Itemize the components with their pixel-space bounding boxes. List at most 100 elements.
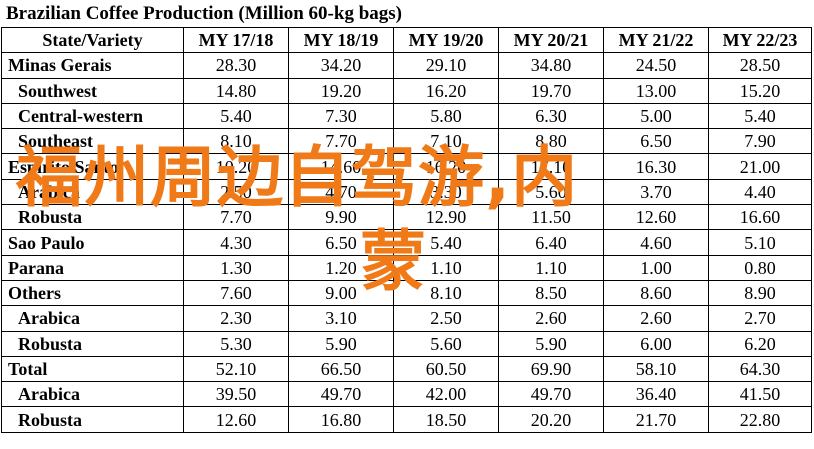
value-cell: 8.50: [498, 279, 604, 307]
value-cell: 19.70: [498, 77, 604, 104]
value-cell: 6.30: [498, 102, 604, 130]
row-label: Southeast: [1, 128, 184, 155]
table-row: Robusta 7.70 9.90 12.90 11.50 12.60 16.60: [1, 204, 812, 231]
table-row: Robusta 5.30 5.90 5.60 5.90 6.00 6.20: [1, 330, 812, 357]
value-cell: 24.50: [603, 52, 709, 79]
value-cell: 5.40: [183, 102, 289, 130]
value-cell: 16.20: [393, 153, 499, 180]
value-cell: 16.60: [708, 204, 812, 231]
value-cell: 15.20: [708, 77, 812, 104]
row-label: Arabica: [1, 381, 184, 408]
value-cell: 22.80: [708, 406, 812, 433]
coffee-production-table: State/Variety MY 17/18 MY 18/19 MY 19/20…: [1, 26, 812, 433]
value-cell: 21.00: [708, 153, 812, 180]
value-cell: 8.80: [498, 128, 604, 155]
column-header-state: State/Variety: [1, 26, 184, 54]
value-cell: 4.60: [603, 229, 709, 256]
value-cell: 5.90: [498, 330, 604, 357]
value-cell: 7.70: [183, 204, 289, 231]
value-cell: 52.10: [183, 355, 289, 383]
value-cell: 3.70: [603, 178, 709, 206]
value-cell: 5.60: [498, 178, 604, 206]
value-cell: 8.10: [183, 128, 289, 155]
value-cell: 7.60: [183, 279, 289, 307]
value-cell: 18.50: [393, 406, 499, 433]
value-cell: 4.70: [288, 178, 394, 206]
value-cell: 2.70: [708, 305, 812, 332]
column-header-my-20-21: MY 20/21: [498, 26, 604, 54]
value-cell: 64.30: [708, 355, 812, 383]
value-cell: 14.60: [288, 153, 394, 180]
value-cell: 5.80: [393, 102, 499, 130]
row-label: Sao Paulo: [1, 229, 184, 256]
value-cell: 1.20: [288, 254, 394, 281]
value-cell: 16.30: [603, 153, 709, 180]
column-header-my-18-19: MY 18/19: [288, 26, 394, 54]
value-cell: 34.80: [498, 52, 604, 79]
table-row: Parana 1.30 1.20 1.10 1.10 1.00 0.80: [1, 254, 812, 281]
value-cell: 8.90: [708, 279, 812, 307]
value-cell: 19.20: [288, 77, 394, 104]
value-cell: 8.10: [393, 279, 499, 307]
value-cell: 28.50: [708, 52, 812, 79]
value-cell: 39.50: [183, 381, 289, 408]
value-cell: 9.90: [288, 204, 394, 231]
table-row: Arabica 2.30 3.10 2.50 2.60 2.60 2.70: [1, 305, 812, 332]
value-cell: 7.30: [288, 102, 394, 130]
value-cell: 2.50: [393, 305, 499, 332]
table-row: Arabica 39.50 49.70 42.00 49.70 36.40 41.50: [1, 381, 812, 408]
value-cell: 2.30: [183, 305, 289, 332]
value-cell: 16.80: [288, 406, 394, 433]
value-cell: 69.90: [498, 355, 604, 383]
value-cell: 60.50: [393, 355, 499, 383]
value-cell: 5.10: [708, 229, 812, 256]
value-cell: 1.30: [183, 254, 289, 281]
value-cell: 5.30: [183, 330, 289, 357]
value-cell: 6.20: [708, 330, 812, 357]
value-cell: 6.50: [288, 229, 394, 256]
header-row: State/Variety MY 17/18 MY 18/19 MY 19/20…: [1, 26, 812, 54]
value-cell: 34.20: [288, 52, 394, 79]
value-cell: 5.90: [288, 330, 394, 357]
column-header-my-21-22: MY 21/22: [603, 26, 709, 54]
value-cell: 11.50: [498, 204, 604, 231]
value-cell: 6.40: [498, 229, 604, 256]
value-cell: 12.90: [393, 204, 499, 231]
value-cell: 14.80: [183, 77, 289, 104]
row-label: Robusta: [1, 330, 184, 357]
row-label: Arabica: [1, 178, 184, 206]
row-label: Minas Gerais: [1, 52, 184, 79]
table-title: Brazilian Coffee Production (Million 60-…: [6, 3, 402, 24]
value-cell: 2.50: [183, 178, 289, 206]
value-cell: 16.20: [393, 77, 499, 104]
value-cell: 28.30: [183, 52, 289, 79]
table-row: Minas Gerais 28.30 34.20 29.10 34.80 24.50 28.…: [1, 52, 812, 79]
value-cell: 7.90: [708, 128, 812, 155]
value-cell: 1.10: [498, 254, 604, 281]
value-cell: 13.00: [603, 77, 709, 104]
value-cell: 5.00: [603, 102, 709, 130]
value-cell: 3.10: [288, 305, 394, 332]
value-cell: 10.20: [183, 153, 289, 180]
column-header-my-22-23: MY 22/23: [708, 26, 812, 54]
value-cell: 6.00: [603, 330, 709, 357]
value-cell: 9.00: [288, 279, 394, 307]
row-label: Arabica: [1, 305, 184, 332]
value-cell: 1.10: [393, 254, 499, 281]
table-row: Arabica 2.50 4.70 3.30 5.60 3.70 4.40: [1, 178, 812, 206]
table-row: Central-western 5.40 7.30 5.80 6.30 5.00 5.40: [1, 102, 812, 130]
value-cell: 6.50: [603, 128, 709, 155]
table-row: Total 52.10 66.50 60.50 69.90 58.10 64.30: [1, 355, 812, 383]
value-cell: 2.60: [498, 305, 604, 332]
table-row: Southwest 14.80 19.20 16.20 19.70 13.00 15.20: [1, 77, 812, 104]
value-cell: 66.50: [288, 355, 394, 383]
value-cell: 5.60: [393, 330, 499, 357]
row-label: Central-western: [1, 102, 184, 130]
value-cell: 49.70: [498, 381, 604, 408]
row-label: Espirito Santo: [1, 153, 184, 180]
row-label: Southwest: [1, 77, 184, 104]
value-cell: 1.00: [603, 254, 709, 281]
value-cell: 12.60: [603, 204, 709, 231]
row-label: Parana: [1, 254, 184, 281]
value-cell: 4.40: [708, 178, 812, 206]
